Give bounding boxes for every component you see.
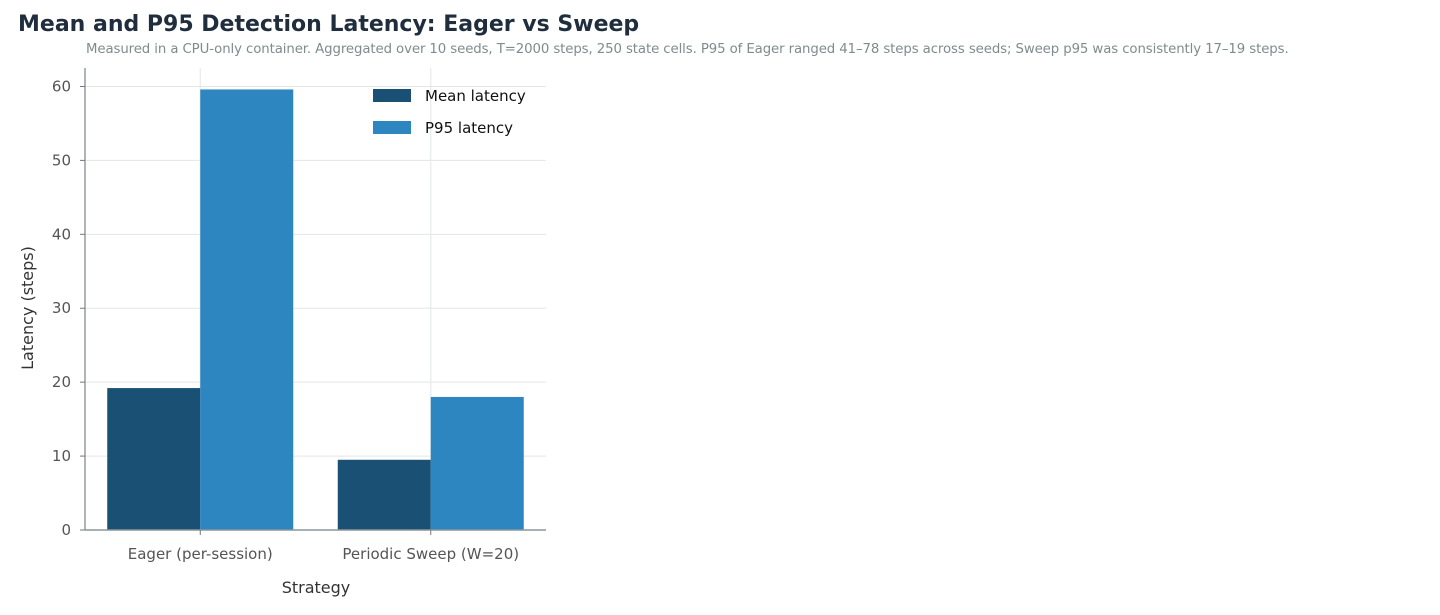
legend-swatch-p95 <box>373 121 411 134</box>
legend-swatch-mean <box>373 89 411 102</box>
y-tick-label: 0 <box>61 521 71 539</box>
chart-title: Mean and P95 Detection Latency: Eager vs… <box>18 12 640 37</box>
bar-mean-1 <box>337 459 431 530</box>
x-tick-label: Periodic Sweep (W=20) <box>342 545 519 563</box>
y-tick-label: 20 <box>52 373 71 391</box>
bar-p95-0 <box>200 89 294 530</box>
legend-label-p95: P95 latency <box>425 119 513 137</box>
bar-p95-1 <box>430 396 524 530</box>
y-tick-label: 10 <box>52 447 71 465</box>
axes-group <box>84 68 546 531</box>
x-axis-label: Strategy <box>282 578 351 597</box>
bar-mean-0 <box>107 388 201 530</box>
chart-subtitle: Measured in a CPU-only container. Aggreg… <box>86 42 1289 57</box>
y-axis-label: Latency (steps) <box>18 246 37 370</box>
legend-label-mean: Mean latency <box>425 87 526 105</box>
y-tick-label: 40 <box>52 225 71 243</box>
bars-group <box>107 89 524 530</box>
y-tick-label: 60 <box>52 77 71 95</box>
y-ticks: 0 10 20 30 40 50 60 <box>52 77 85 539</box>
x-ticks: Eager (per-session) Periodic Sweep (W=20) <box>128 530 519 563</box>
x-tick-label: Eager (per-session) <box>128 545 273 563</box>
y-tick-label: 50 <box>52 151 71 169</box>
y-tick-label: 30 <box>52 299 71 317</box>
legend: Mean latency P95 latency <box>373 87 526 137</box>
